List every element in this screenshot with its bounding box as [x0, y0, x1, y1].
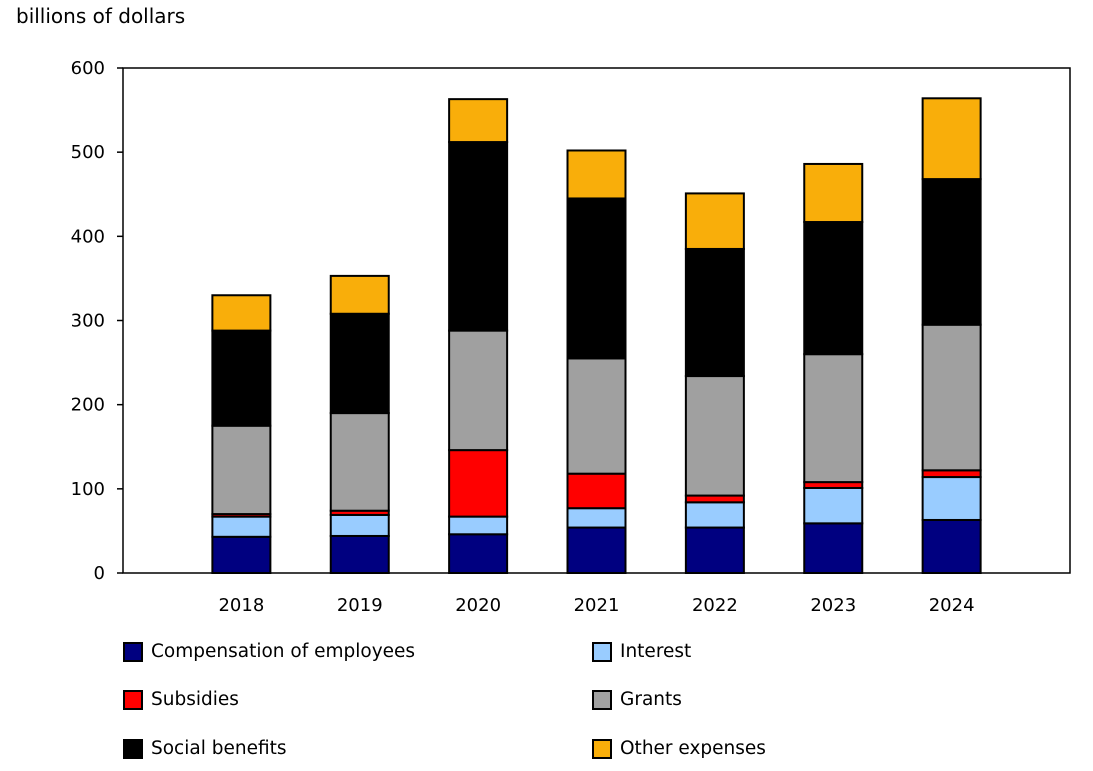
bar-segment-social-benefits: [566, 197, 627, 360]
bar-segment-compensation-of-employees: [921, 518, 982, 574]
x-tick-label: 2024: [929, 595, 975, 616]
bar-segment-other-expenses: [211, 294, 272, 332]
bar-segment-subsidies: [566, 472, 627, 510]
bar-segment-compensation-of-employees: [566, 526, 627, 574]
legend-label: Social benefits: [151, 738, 287, 759]
bar-segment-interest: [921, 476, 982, 521]
bar-segment-grants: [566, 357, 627, 475]
legend-item: Compensation of employees: [123, 641, 415, 662]
x-tick-label: 2018: [218, 595, 264, 616]
bar-segment-compensation-of-employees: [448, 533, 509, 574]
bar-segment-grants: [921, 323, 982, 472]
bar-segment-social-benefits: [448, 141, 509, 332]
bar-segment-other-expenses: [566, 149, 627, 200]
bar-segment-grants: [684, 375, 745, 497]
bar-segment-compensation-of-employees: [211, 535, 272, 575]
bar-segment-other-expenses: [921, 97, 982, 181]
bar-segment-compensation-of-employees: [803, 522, 864, 575]
bar-segment-interest: [329, 513, 390, 537]
bar-segment-grants: [329, 412, 390, 512]
bar-segment-interest: [211, 515, 272, 538]
bar-segment-other-expenses: [684, 192, 745, 250]
bar-segment-grants: [211, 424, 272, 516]
x-tick-label: 2023: [810, 595, 856, 616]
legend-item: Other expenses: [592, 738, 766, 759]
bar-segment-other-expenses: [329, 274, 390, 315]
bar-segment-other-expenses: [803, 162, 864, 224]
legend-item: Interest: [592, 641, 691, 662]
legend-label: Compensation of employees: [151, 641, 416, 662]
legend-swatch: [592, 641, 612, 662]
bar-segment-social-benefits: [211, 329, 272, 427]
legend-swatch: [123, 738, 143, 759]
legend-item: Subsidies: [123, 689, 239, 710]
legend-swatch: [592, 738, 612, 759]
bar-segment-social-benefits: [921, 178, 982, 326]
bar-segment-subsidies: [448, 449, 509, 518]
bar-segment-interest: [566, 507, 627, 529]
legend-item: Grants: [592, 689, 682, 710]
legend-swatch: [123, 641, 143, 662]
bar-segment-subsidies: [684, 494, 745, 504]
bar-segment-grants: [448, 329, 509, 452]
legend-label: Other expenses: [620, 738, 766, 759]
legend-label: Grants: [620, 689, 682, 710]
bar-segment-interest: [803, 486, 864, 525]
y-tick-label: 200: [71, 395, 105, 416]
bar-segment-other-expenses: [448, 98, 509, 144]
y-tick-label: 300: [71, 311, 105, 332]
y-tick-label: 600: [71, 58, 105, 79]
legend-swatch: [123, 689, 143, 710]
x-tick-label: 2021: [574, 595, 620, 616]
x-tick-label: 2019: [337, 595, 383, 616]
y-tick-label: 0: [94, 563, 105, 584]
bar-segment-social-benefits: [803, 221, 864, 356]
bar-segment-subsidies: [921, 469, 982, 479]
bar-segment-compensation-of-employees: [329, 534, 390, 575]
bar-segment-grants: [803, 353, 864, 484]
bar-segment-compensation-of-employees: [684, 526, 745, 574]
bar-segment-social-benefits: [329, 312, 390, 415]
bar-segment-interest: [448, 515, 509, 536]
y-tick-label: 100: [71, 479, 105, 500]
bar-segment-interest: [684, 501, 745, 529]
y-axis-label: billions of dollars: [16, 4, 186, 28]
y-tick-label: 500: [71, 142, 105, 163]
y-tick-label: 400: [71, 226, 105, 247]
x-tick-label: 2022: [692, 595, 738, 616]
x-tick-label: 2020: [455, 595, 501, 616]
legend-label: Interest: [620, 641, 692, 662]
legend-item: Social benefits: [123, 738, 287, 759]
legend-label: Subsidies: [151, 689, 239, 710]
legend-swatch: [592, 689, 612, 710]
bar-segment-social-benefits: [684, 247, 745, 378]
